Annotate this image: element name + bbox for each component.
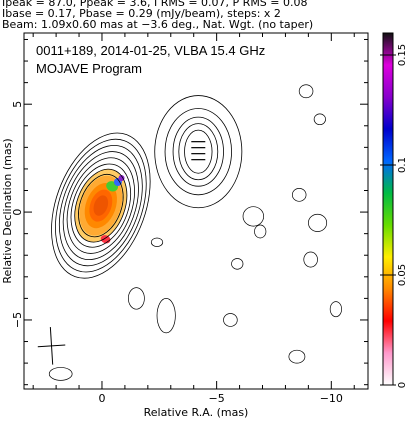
core-intensity-4 (93, 195, 109, 216)
noise-contour-1 (242, 206, 265, 227)
core-contour-2 (70, 163, 132, 248)
contour-layer (37, 84, 342, 381)
core-contour-4 (62, 151, 139, 261)
colorbar-ticks: 0 0.05 0.1 0.15 (380, 44, 408, 388)
noise-contour-13 (303, 251, 318, 268)
noise-contour-8 (156, 298, 176, 334)
x-tick-label-0: 0 (98, 392, 105, 405)
jet-contour-4 (154, 95, 243, 209)
y-tick-label-1: 0 (11, 209, 24, 216)
core-contour-3 (66, 157, 135, 254)
noise-contour-6 (313, 113, 326, 126)
y-tick-label-2: −5 (11, 312, 24, 328)
header-line-1: Ipeak = 87.0, Ppeak = 3.6, I RMS = 0.07,… (2, 0, 308, 9)
noise-contour-12 (48, 367, 73, 381)
colorbar (382, 32, 394, 386)
jet-contour-1 (178, 123, 219, 181)
x-axis-label: Relative R.A. (mas) (144, 406, 249, 419)
jet-contour-0 (184, 129, 213, 174)
header-line-2: Ibase = 0.17, Pbase = 0.29 (mJy/beam), s… (2, 7, 281, 20)
noise-contour-4 (298, 84, 314, 99)
noise-contour-0 (150, 237, 164, 247)
beam-minor-axis (37, 344, 66, 348)
header-line-3: Beam: 1.09x0.60 mas at −3.6 deg., Nat. W… (2, 18, 314, 31)
colorbar-tick-label-2: 0.1 (397, 157, 408, 173)
jet-contour-2 (172, 116, 224, 187)
map-title: 0011+189, 2014-01-25, VLBA 15.4 GHz (36, 43, 265, 58)
colorbar-tick-label-1: 0.05 (397, 264, 408, 286)
noise-contour-7 (127, 287, 145, 310)
noise-contour-15 (231, 258, 244, 270)
core-contour-5 (58, 145, 143, 267)
core-purple-patch (118, 175, 125, 182)
y-axis-label: Relative Declination (mas) (1, 138, 14, 283)
noise-contour-10 (288, 349, 306, 364)
core-contour-0 (78, 173, 124, 238)
noise-contour-11 (329, 301, 342, 318)
core-contour-6 (55, 138, 147, 273)
map-subtitle: MOJAVE Program (36, 61, 142, 76)
y-tick-label-0: 5 (11, 101, 24, 108)
noise-contour-14 (291, 187, 307, 202)
noise-contour-2 (254, 224, 267, 239)
colorbar-tick-label-3: 0.15 (397, 44, 408, 66)
jet-contour-3 (164, 108, 232, 196)
axis-ticks: 0 −5 −10 5 0 −5 (11, 33, 368, 405)
noise-contour-3 (308, 213, 328, 232)
core-contour-1 (74, 168, 128, 243)
noise-contour-9 (223, 313, 238, 327)
core-contour-7 (51, 132, 151, 279)
x-tick-label-2: −10 (320, 392, 343, 405)
colorbar-tick-label-0: 0 (397, 382, 408, 388)
x-tick-label-1: −5 (209, 392, 225, 405)
